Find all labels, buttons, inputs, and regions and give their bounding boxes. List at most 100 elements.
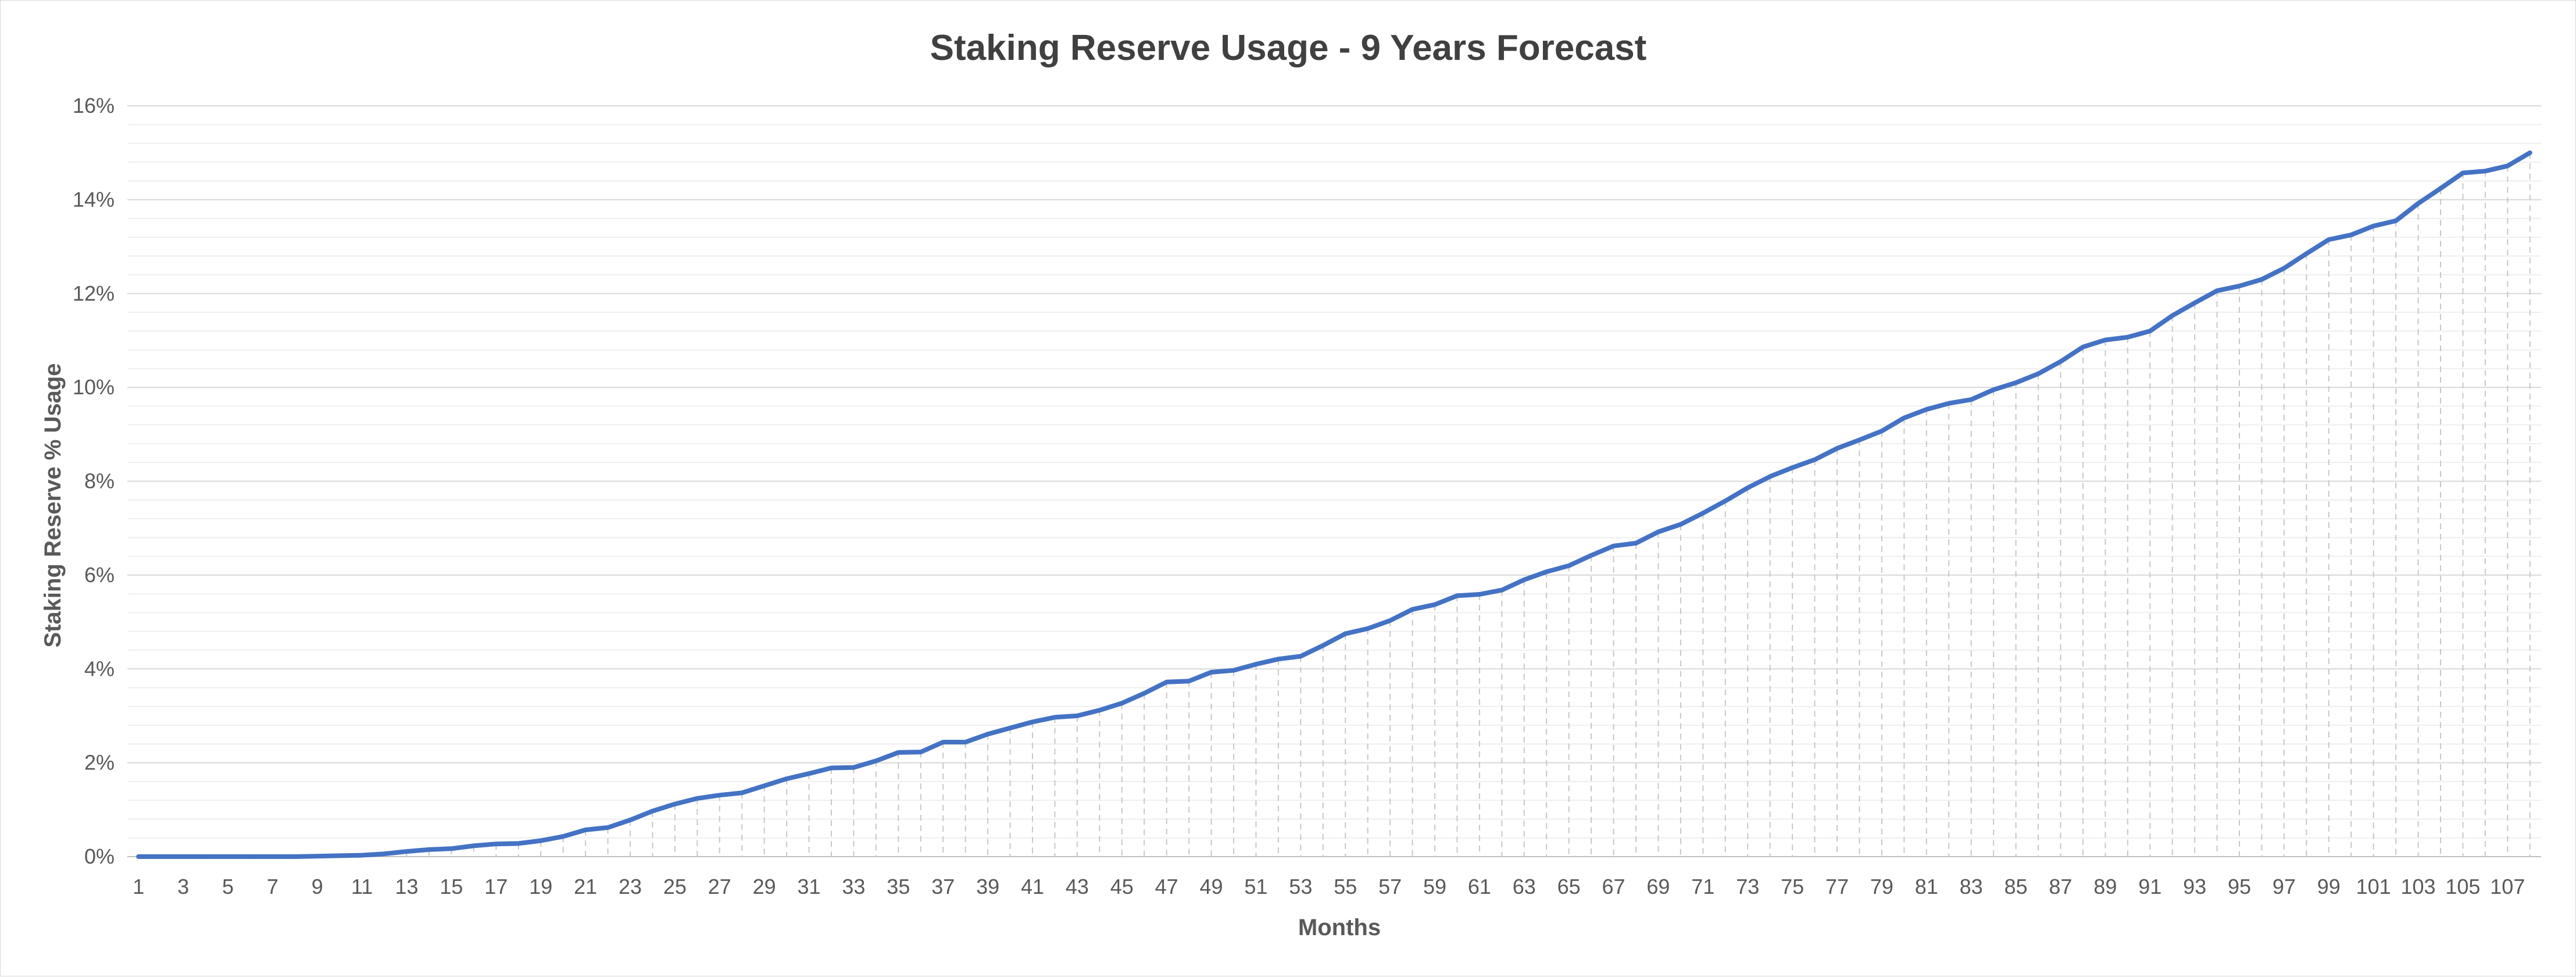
- x-tick-label: 85: [2005, 875, 2028, 898]
- y-tick-label: 16%: [73, 94, 115, 117]
- data-point: [762, 784, 766, 788]
- x-tick-label: 89: [2093, 875, 2117, 898]
- chart-title: Staking Reserve Usage - 9 Years Forecast: [930, 28, 1647, 68]
- data-point: [516, 841, 520, 846]
- data-point: [2394, 219, 2398, 223]
- y-tick-label: 0%: [84, 844, 115, 868]
- data-point: [1522, 577, 1526, 582]
- data-point: [1433, 602, 1437, 607]
- y-tick-label: 14%: [73, 187, 115, 211]
- data-point: [203, 855, 208, 858]
- series-line: [136, 150, 2532, 859]
- x-tick-label: 103: [2401, 875, 2436, 898]
- data-point: [2483, 169, 2487, 173]
- data-point: [1299, 654, 1303, 658]
- x-tick-label: 35: [887, 875, 910, 898]
- x-tick-label: 49: [1200, 875, 1223, 898]
- data-point: [2282, 266, 2286, 270]
- data-point: [1366, 626, 1370, 630]
- data-point: [874, 759, 878, 763]
- x-tick-label: 25: [663, 875, 687, 898]
- data-point: [1768, 475, 1772, 479]
- data-point: [1098, 708, 1102, 712]
- data-point: [2349, 233, 2353, 237]
- data-point: [1589, 553, 1594, 557]
- x-tick-label: 69: [1646, 875, 1670, 898]
- data-point: [1142, 691, 1146, 696]
- data-point: [2148, 329, 2152, 333]
- data-point: [471, 844, 476, 848]
- x-tick-label: 41: [1021, 875, 1044, 898]
- data-point: [1410, 607, 1414, 611]
- data-point: [1701, 511, 1705, 515]
- x-tick-label: 33: [842, 875, 865, 898]
- data-point: [1924, 408, 1928, 412]
- data-point: [181, 855, 185, 858]
- data-point: [405, 850, 409, 854]
- x-tick-label: 7: [267, 875, 278, 898]
- data-point: [1746, 486, 1750, 490]
- data-point: [494, 842, 498, 846]
- data-point: [1209, 670, 1213, 674]
- data-point: [427, 847, 431, 851]
- data-point: [2125, 335, 2130, 339]
- data-point: [270, 855, 274, 858]
- data-point: [539, 839, 543, 843]
- axis-layer: 0%2%4%6%8%10%12%14%16%1 3 5 7 9 11 13 15 17 19 21 2…: [73, 94, 2541, 898]
- x-tick-label: 79: [1870, 875, 1893, 898]
- x-tick-label: 1: [133, 875, 144, 898]
- x-tick-label: 17: [484, 875, 508, 898]
- data-point: [2193, 301, 2197, 305]
- data-point: [360, 853, 364, 857]
- x-tick-label: 51: [1244, 875, 1267, 898]
- data-point: [315, 854, 319, 858]
- data-point: [785, 777, 789, 781]
- x-tick-label: 9: [312, 875, 323, 898]
- x-tick-label: 37: [931, 875, 955, 898]
- data-point: [963, 740, 967, 744]
- data-point: [896, 750, 901, 754]
- data-point: [1008, 726, 1012, 730]
- x-tick-label: 39: [976, 875, 999, 898]
- x-tick-label: 3: [177, 875, 189, 898]
- data-point: [1545, 570, 1549, 574]
- x-tick-label: 13: [395, 875, 419, 898]
- data-point: [2103, 338, 2107, 342]
- data-point: [1723, 499, 1727, 503]
- data-point: [2014, 381, 2018, 385]
- x-tick-label: 57: [1378, 875, 1402, 898]
- x-tick-label: 77: [1825, 875, 1849, 898]
- data-point: [1120, 701, 1124, 705]
- x-tick-label: 11: [351, 875, 373, 898]
- y-tick-label: 8%: [84, 469, 115, 493]
- x-tick-label: 59: [1423, 875, 1446, 898]
- data-point: [1344, 632, 1348, 636]
- data-point: [1835, 447, 1839, 451]
- data-point: [941, 740, 945, 744]
- y-tick-label: 10%: [73, 375, 115, 399]
- data-point: [919, 750, 923, 754]
- x-tick-label: 71: [1691, 875, 1714, 898]
- data-point: [2528, 151, 2532, 155]
- x-tick-label: 47: [1155, 875, 1178, 898]
- x-tick-label: 63: [1513, 875, 1536, 898]
- x-tick-label: 73: [1736, 875, 1759, 898]
- data-point: [1791, 466, 1795, 470]
- data-point: [1902, 416, 1906, 420]
- data-point: [226, 855, 230, 858]
- data-point: [717, 793, 721, 797]
- data-point: [2461, 171, 2465, 175]
- data-point: [1254, 662, 1258, 666]
- x-tick-label: 43: [1066, 875, 1089, 898]
- x-tick-label: 29: [753, 875, 776, 898]
- data-point: [383, 852, 387, 856]
- data-point: [159, 855, 163, 858]
- data-point: [1477, 592, 1481, 596]
- x-tick-label: 93: [2183, 875, 2206, 898]
- y-axis-title: Staking Reserve % Usage: [40, 363, 66, 647]
- x-tick-label: 107: [2490, 875, 2525, 898]
- x-tick-label: 65: [1557, 875, 1581, 898]
- y-tick-label: 6%: [84, 563, 115, 587]
